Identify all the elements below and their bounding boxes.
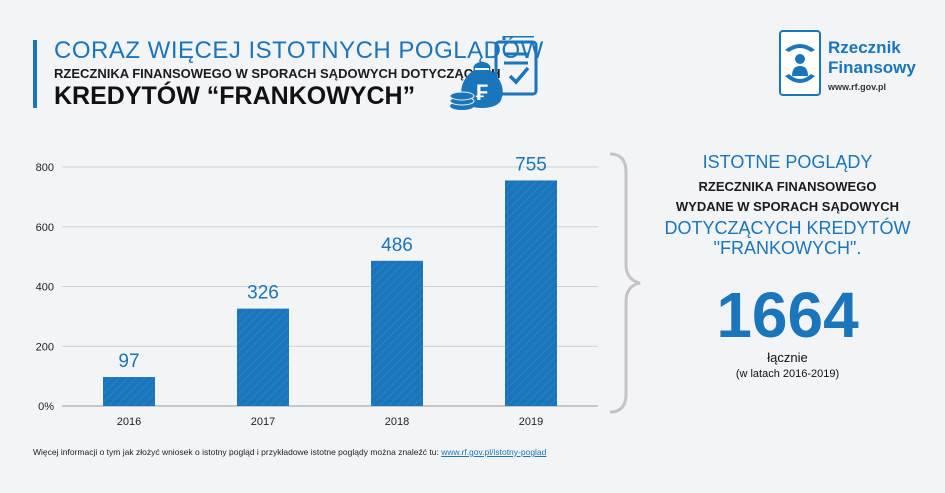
bar [371,260,423,406]
summary-line-3: WYDANE W SPORACH SĄDOWYCH [675,199,900,214]
summary-heading: ISTOTNE POGLĄDY [702,152,873,172]
bar-chart: 0% 200 400 600 800 97 2016 326 2017 486 2018 755 201… [36,154,598,428]
y-tick-label: 200 [36,341,54,353]
bar [505,180,557,406]
bar [237,308,289,406]
page-title-emphasis: KREDYTÓW “FRANKOWYCH” [54,82,416,110]
summary-line-2: RZECZNIKA FINANSOWEGO [698,179,877,194]
footer-note: Więcej informacji o tym jak złożyć wnios… [33,447,546,457]
money-bag-document-icon: ₣ [449,36,538,110]
data-label: 326 [247,283,279,304]
hands-person-logo-icon [785,44,815,83]
x-tick-label: 2019 [519,416,543,428]
summary-line-5: "FRANKOWYCH". [713,238,862,258]
data-label: 486 [381,235,413,256]
curly-brace-divider [609,152,641,414]
logo-name: Rzecznik Finansowy [828,38,916,78]
x-tick-label: 2017 [251,416,275,428]
coin-symbol: ₣ [476,80,488,105]
bar [103,377,155,406]
footer-text: Więcej informacji o tym jak złożyć wnios… [33,447,442,457]
data-label: 97 [118,351,139,372]
logo-url[interactable]: www.rf.gov.pl [828,82,886,92]
total-label: łącznie [767,350,808,365]
summary-line-4: DOTYCZĄCYCH KREDYTÓW [664,218,911,238]
total-count: 1664 [716,279,859,351]
footer-link[interactable]: www.rf.gov.pl/istotny-poglad [441,447,547,457]
logo-emblem [779,30,821,96]
title-accent-bar [33,40,37,108]
x-tick-label: 2016 [117,416,141,428]
logo-name-line1: Rzecznik [828,38,901,57]
data-label: 755 [515,154,547,175]
y-tick-label: 600 [36,222,54,234]
y-tick-label: 400 [36,282,54,294]
page-subtitle: RZECZNIKA FINANSOWEGO W SPORACH SĄDOWYCH… [54,66,501,81]
y-tick-label: 0% [38,401,54,413]
y-tick-label: 800 [36,162,54,174]
total-period: (w latach 2016-2019) [735,368,840,380]
x-tick-label: 2018 [385,416,409,428]
page-title: CORAZ WIĘCEJ ISTOTNYCH POGLĄDÓW [54,37,544,64]
logo-name-line2: Finansowy [828,58,916,77]
